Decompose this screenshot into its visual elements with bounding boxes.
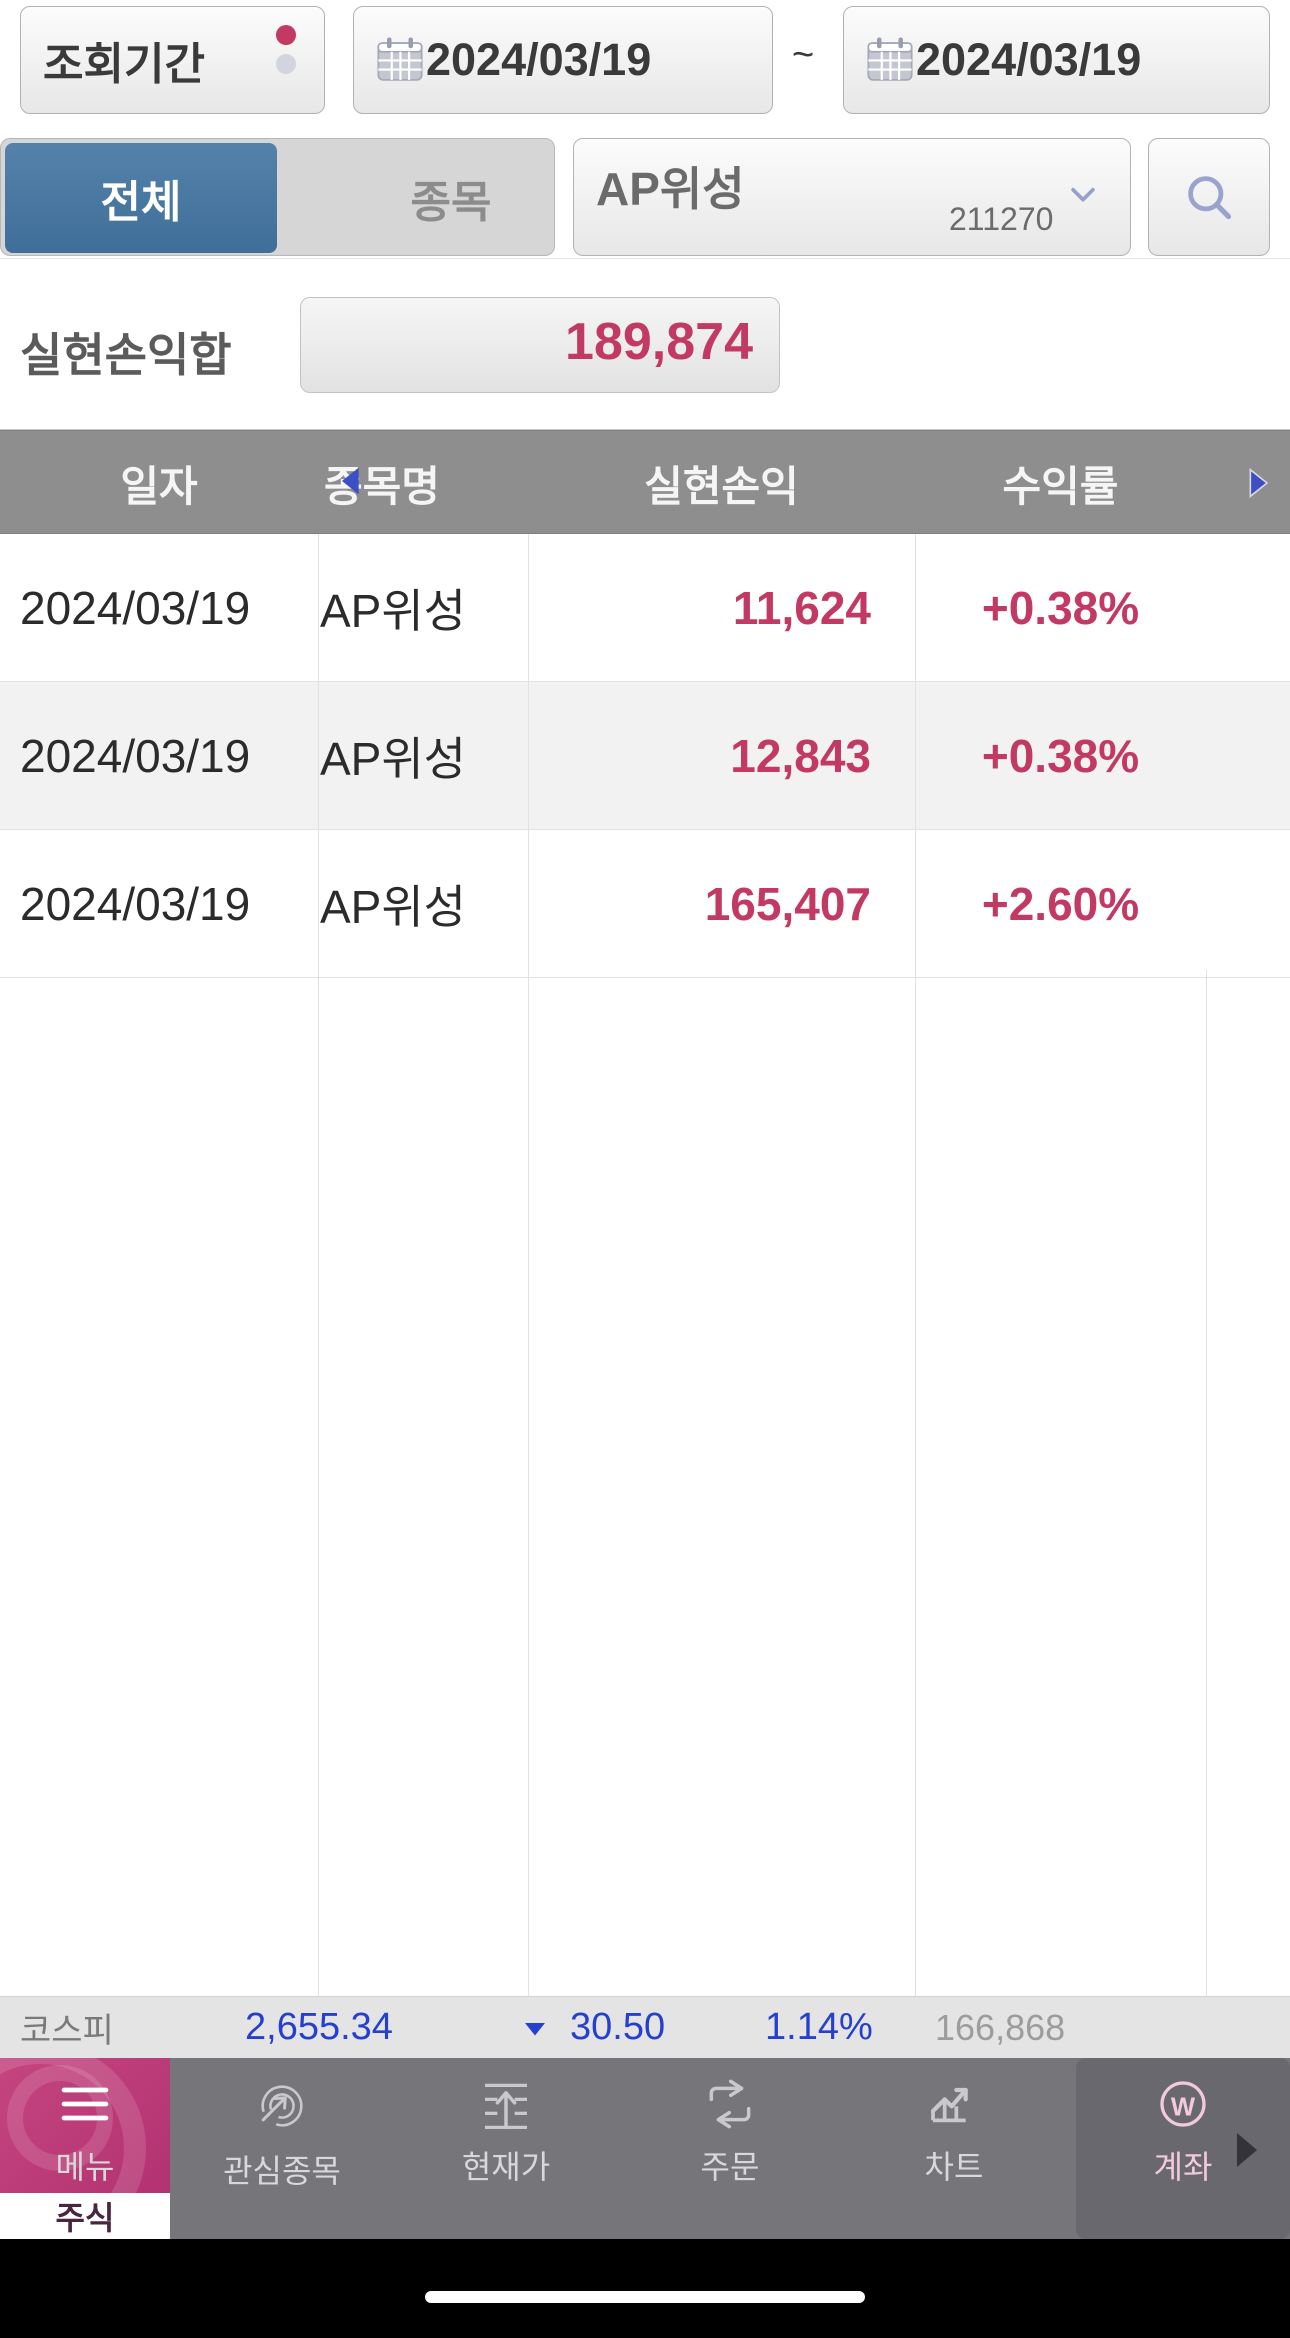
svg-text:W: W — [1171, 2094, 1196, 2122]
